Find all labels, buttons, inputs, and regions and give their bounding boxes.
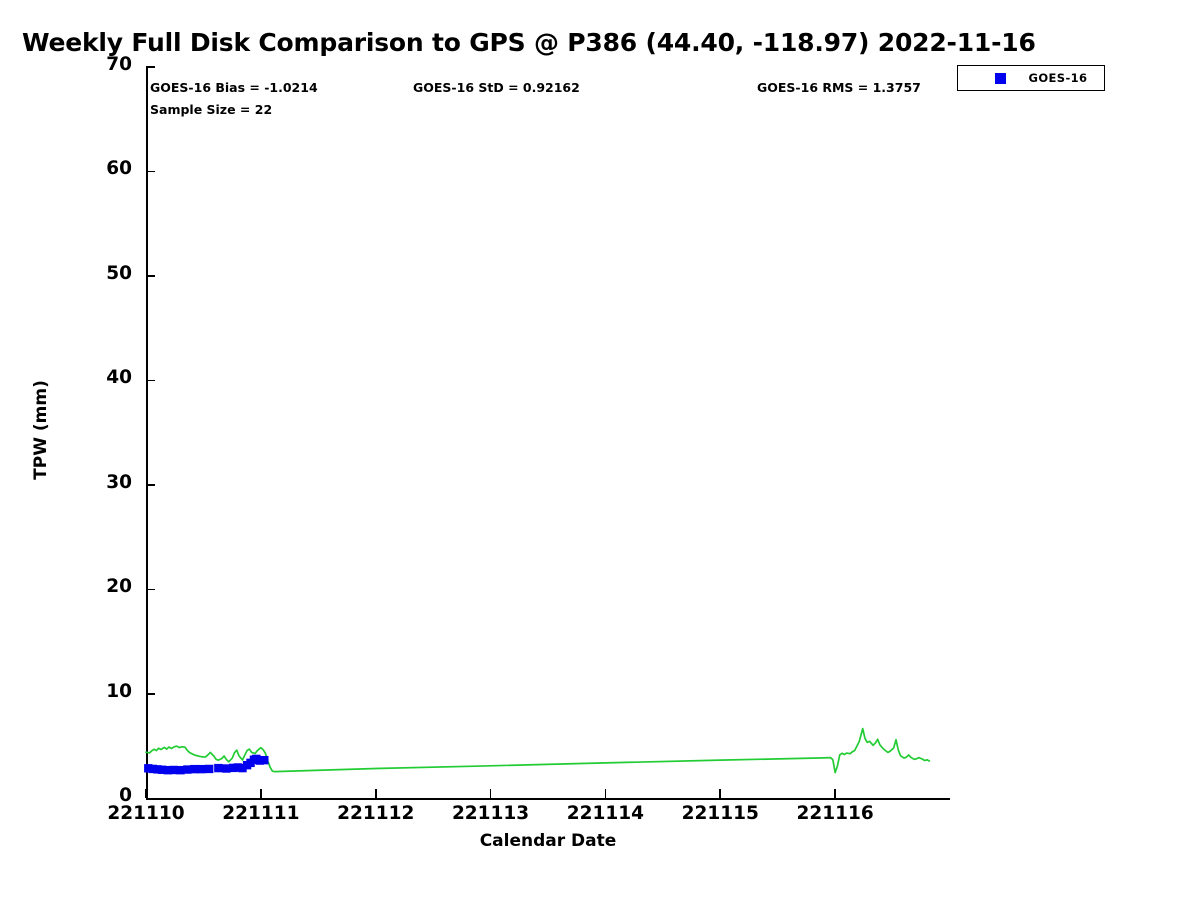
- data-point-marker: [176, 765, 185, 775]
- data-point-marker: [252, 754, 261, 764]
- y-axis-tick: [146, 66, 155, 68]
- x-axis-line: [146, 798, 950, 800]
- data-point-marker: [242, 760, 252, 770]
- stat-bias: GOES-16 Bias = -1.0214: [150, 80, 318, 95]
- data-point-marker: [163, 765, 173, 775]
- data-point-marker: [246, 758, 255, 768]
- y-axis-line: [146, 67, 148, 800]
- x-axis-tick: [719, 789, 722, 799]
- y-axis-tick: [146, 484, 155, 486]
- y-axis-tick-label: 10: [106, 680, 132, 702]
- y-axis-tick-label: 0: [119, 785, 132, 807]
- x-axis-tick: [834, 789, 836, 799]
- data-point-marker: [222, 764, 231, 773]
- series-line-gps: [145, 727, 931, 774]
- y-axis-tick: [146, 797, 155, 800]
- stat-std: GOES-16 StD = 0.92162: [413, 80, 580, 95]
- stat-sample-size: Sample Size = 22: [150, 102, 273, 117]
- y-axis-tick-label: 30: [106, 471, 132, 493]
- x-axis-tick-label: 221111: [222, 803, 300, 824]
- x-axis-tick: [489, 789, 492, 799]
- data-point-marker: [260, 755, 269, 765]
- x-axis-tick-label: 221110: [107, 803, 185, 824]
- data-point-marker: [190, 764, 199, 774]
- x-axis-tick: [145, 789, 147, 799]
- y-axis-tick-label: 20: [106, 576, 132, 598]
- series-markers-goes16: [144, 754, 269, 775]
- page-title: Weekly Full Disk Comparison to GPS @ P38…: [22, 28, 1036, 57]
- y-axis-tick-label: 60: [106, 158, 132, 180]
- y-axis-tick: [146, 588, 155, 591]
- legend-label-goes16: GOES-16: [1028, 71, 1088, 85]
- y-axis-tick: [146, 275, 155, 277]
- x-axis-tick: [604, 789, 607, 799]
- y-axis-tick-label: 50: [106, 262, 132, 284]
- data-point-marker: [229, 763, 238, 773]
- y-axis-tick: [146, 379, 155, 382]
- y-axis-tick-label: 40: [106, 367, 132, 389]
- data-point-marker: [148, 764, 158, 774]
- stat-rms: GOES-16 RMS = 1.3757: [757, 80, 921, 95]
- y-axis-tick-label: 70: [106, 54, 132, 75]
- data-point-marker: [183, 765, 192, 774]
- x-axis-tick-label: 221114: [566, 803, 645, 824]
- data-point-marker: [157, 765, 167, 774]
- data-point-marker: [204, 764, 214, 774]
- data-point-marker: [249, 755, 259, 764]
- x-axis-tick-label: 221112: [337, 803, 415, 824]
- data-point-marker: [169, 765, 178, 775]
- x-axis-tick-label: 221115: [681, 803, 759, 824]
- y-axis-tick: [146, 693, 155, 695]
- x-axis-tick: [260, 789, 262, 799]
- legend-marker-goes16-icon: [995, 73, 1006, 84]
- data-point-marker: [153, 765, 162, 774]
- x-axis-tick-label: 221113: [451, 803, 530, 824]
- x-axis-tick-label: 221116: [796, 803, 874, 824]
- data-point-marker: [238, 763, 247, 773]
- data-point-marker: [255, 756, 264, 765]
- y-axis-title: TPW (mm): [31, 380, 51, 480]
- legend: GOES-16: [957, 65, 1105, 91]
- y-axis-tick: [146, 170, 155, 173]
- data-point-marker: [214, 763, 223, 773]
- x-axis-title: Calendar Date: [479, 831, 617, 851]
- x-axis-tick: [374, 789, 377, 799]
- data-point-marker: [233, 763, 243, 772]
- data-point-marker: [196, 764, 206, 774]
